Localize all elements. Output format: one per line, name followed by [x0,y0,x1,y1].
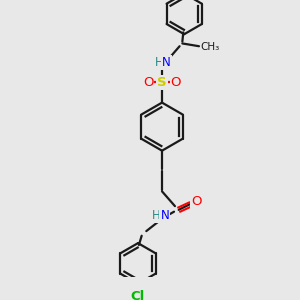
Text: CH₃: CH₃ [200,42,220,52]
Text: O: O [143,76,153,89]
Text: S: S [157,76,167,89]
Text: N: N [162,56,171,69]
Text: O: O [191,195,202,208]
Text: Cl: Cl [131,290,145,300]
Text: O: O [171,76,181,89]
Text: N: N [160,209,169,222]
Text: H: H [155,56,164,69]
Text: H: H [152,209,161,222]
